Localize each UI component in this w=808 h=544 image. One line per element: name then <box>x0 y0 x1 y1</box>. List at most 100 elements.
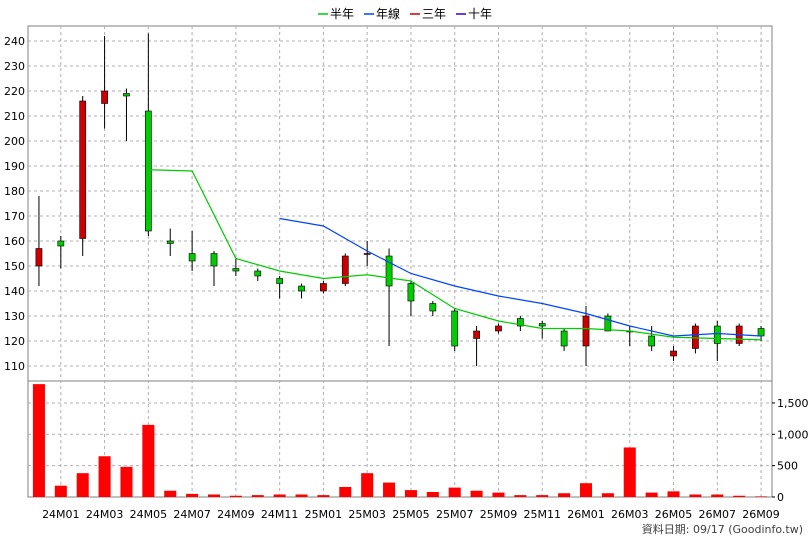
volume-bar <box>186 493 199 497</box>
volume-bar <box>579 483 593 497</box>
candle-body <box>210 253 218 267</box>
legend: 半年 年線 三年 十年 <box>318 6 492 21</box>
candle-body <box>648 335 656 347</box>
candle-body <box>385 255 393 287</box>
price-tick-label: 130 <box>4 310 25 323</box>
price-axis-labels: 110 120 130 140 150 160 170 180 190 200 210 220 230 2… <box>4 35 25 373</box>
candle-body <box>166 240 174 244</box>
candle-body <box>123 93 130 97</box>
legend-label: 半年 <box>330 7 354 21</box>
candle-body <box>516 318 524 327</box>
x-tick-label: 25M03 <box>348 508 386 521</box>
volume-bar <box>645 492 658 497</box>
price-tick-label: 110 <box>4 360 25 373</box>
volume-bar <box>558 493 571 497</box>
series-line-半年 <box>148 169 762 341</box>
candle-body <box>582 315 590 347</box>
volume-bar <box>207 494 221 497</box>
volume-tick-label: 0 <box>777 491 784 504</box>
volume-bar <box>733 495 746 497</box>
candle-body <box>495 325 502 332</box>
volume-bar <box>404 490 417 497</box>
volume-bar <box>120 466 133 497</box>
x-tick-label: 24M11 <box>261 508 299 521</box>
volume-bar <box>667 491 680 497</box>
volume-tick-label: 500 <box>777 460 798 473</box>
price-tick-label: 120 <box>4 335 25 348</box>
volume-axis-labels: 0 500 1,000 1,500 <box>772 397 808 504</box>
x-tick-label: 26M09 <box>742 508 780 521</box>
volume-bar <box>98 456 111 497</box>
volume-bar <box>470 490 483 497</box>
volume-bar <box>601 493 614 497</box>
candle-body <box>232 268 240 272</box>
candle-body <box>298 285 305 292</box>
volume-bar <box>251 495 264 497</box>
series-line-年線 <box>279 217 762 337</box>
x-tick-label: 25M09 <box>480 508 518 521</box>
price-tick-label: 230 <box>4 60 25 73</box>
candle-body <box>341 255 349 284</box>
legend-label: 年線 <box>376 6 400 21</box>
x-tick-label: 25M05 <box>392 508 430 521</box>
x-tick-label: 24M03 <box>86 508 124 521</box>
candle-body <box>363 253 371 255</box>
candle-body <box>429 303 437 312</box>
candle-body <box>101 90 108 104</box>
volume-tick-label: 1,000 <box>777 428 808 441</box>
candle-body <box>276 278 284 284</box>
volume-panel-frame <box>27 380 773 498</box>
volume-bar <box>361 473 374 497</box>
volume-bar <box>142 424 155 497</box>
x-axis-labels: 24M01 24M03 24M05 24M07 24M09 24M11 25M01 25M03… <box>42 508 780 521</box>
volume-bar <box>536 495 549 497</box>
legend-label: 十年 <box>468 7 492 21</box>
volume-bar <box>229 495 242 497</box>
moving-average-lines <box>148 169 762 341</box>
candle-body <box>407 283 415 302</box>
x-tick-label: 25M11 <box>523 508 561 521</box>
price-tick-label: 210 <box>4 110 25 123</box>
candle-body <box>604 315 612 332</box>
volume-bar <box>76 473 89 497</box>
price-tick-label: 240 <box>4 35 25 48</box>
volume-bar <box>32 384 45 497</box>
volume-bar <box>295 494 308 497</box>
volume-bar <box>623 447 636 497</box>
volume-tick-label: 1,500 <box>777 397 808 410</box>
price-panel-frame <box>27 25 773 382</box>
price-tick-label: 150 <box>4 260 25 273</box>
volume-bar <box>54 485 67 497</box>
candle-body <box>35 248 43 267</box>
volume-bar <box>755 496 768 497</box>
price-tick-label: 180 <box>4 185 25 198</box>
candle-body <box>713 325 721 344</box>
candle-body <box>670 350 677 357</box>
candle-body <box>473 330 480 339</box>
price-tick-label: 190 <box>4 160 25 173</box>
candle-body <box>57 240 65 247</box>
volume-bar <box>426 491 439 497</box>
x-tick-label: 25M07 <box>436 508 474 521</box>
price-tick-label: 220 <box>4 85 25 98</box>
volume-bar <box>711 494 724 497</box>
x-tick-label: 26M05 <box>655 508 693 521</box>
x-tick-label: 26M03 <box>611 508 649 521</box>
candle-body <box>451 310 459 347</box>
price-tick-label: 200 <box>4 135 25 148</box>
x-tick-label: 25M01 <box>305 508 343 521</box>
candle-body <box>188 253 196 262</box>
volume-bar <box>689 494 702 497</box>
candle-body <box>560 330 568 347</box>
price-tick-label: 160 <box>4 235 25 248</box>
volume-bars <box>32 384 768 497</box>
volume-bar <box>273 494 286 497</box>
price-tick-label: 140 <box>4 285 25 298</box>
x-tick-label: 26M07 <box>699 508 737 521</box>
x-tick-label: 24M05 <box>130 508 168 521</box>
x-tick-label: 26M01 <box>567 508 605 521</box>
volume-bar <box>317 495 330 497</box>
candle-body <box>79 100 87 239</box>
